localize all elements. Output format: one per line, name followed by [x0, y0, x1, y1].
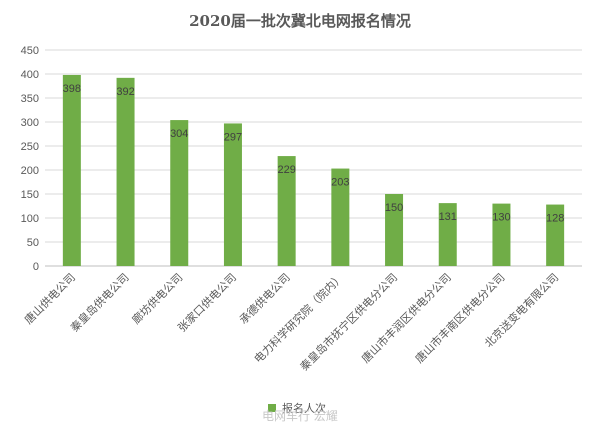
legend-label: 报名人次: [282, 401, 326, 415]
y-tick-label: 0: [33, 261, 39, 273]
bar: [62, 74, 81, 267]
x-tick-label: 秦皇岛市抚宁区供电分公司: [297, 270, 400, 373]
bar: [223, 123, 242, 266]
bar: [170, 120, 189, 266]
y-tick-label: 150: [21, 189, 39, 201]
watermark: 电网车行 宏耀: [262, 408, 338, 423]
data-label: 150: [385, 202, 403, 214]
y-axis: 0 50 100 150 200 250 300 350 400 450: [21, 45, 39, 273]
y-tick-label: 50: [27, 237, 39, 249]
x-tick-label: 承德供电公司: [236, 270, 293, 327]
data-label: 128: [546, 213, 564, 225]
x-tick-label: 电力科学研究院（院内）: [251, 270, 346, 365]
data-label: 398: [63, 83, 81, 95]
legend-swatch: [268, 404, 276, 412]
bar: [116, 77, 135, 266]
chart-title: 2020届一批次冀北电网报名情况: [189, 12, 411, 30]
data-label: 131: [439, 211, 457, 223]
bar: [331, 168, 350, 266]
data-label: 297: [224, 131, 242, 143]
data-label: 130: [492, 212, 510, 224]
x-axis: 唐山供电公司秦皇岛供电公司廊坊供电公司张家口供电公司承德供电公司电力科学研究院（…: [21, 270, 561, 373]
data-label: 203: [331, 177, 349, 189]
bar: [438, 203, 457, 266]
y-tick-label: 200: [21, 165, 39, 177]
bar: [546, 204, 565, 266]
x-tick-label: 唐山市丰南区供电分公司: [412, 270, 507, 365]
y-tick-label: 400: [21, 69, 39, 81]
bar: [385, 194, 404, 266]
x-tick-label: 唐山市丰润区供电分公司: [358, 270, 453, 365]
y-tick-label: 100: [21, 213, 39, 225]
data-labels: 398 392 304 297 229 203 150 131 130 128: [63, 83, 565, 225]
bar: [277, 156, 296, 266]
legend: 报名人次: [268, 401, 326, 415]
data-label: 229: [277, 164, 295, 176]
bars: [62, 74, 565, 267]
y-tick-label: 350: [21, 93, 39, 105]
y-tick-label: 300: [21, 117, 39, 129]
y-tick-label: 250: [21, 141, 39, 153]
y-tick-label: 450: [21, 45, 39, 57]
bar: [492, 203, 511, 266]
data-label: 392: [116, 86, 134, 98]
data-label: 304: [170, 128, 188, 140]
x-tick-label: 廊坊供电公司: [129, 270, 186, 327]
x-tick-label: 唐山供电公司: [21, 270, 78, 327]
